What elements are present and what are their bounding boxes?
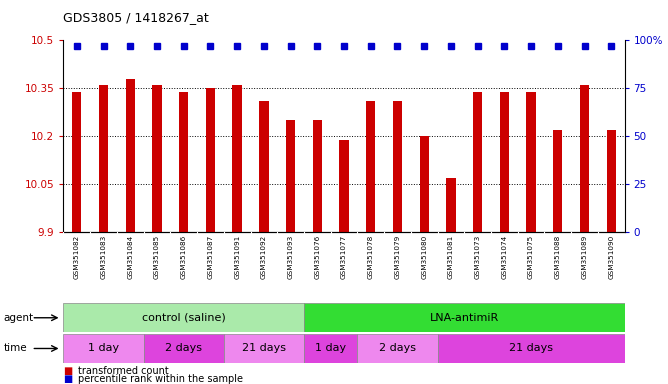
Text: GSM351086: GSM351086 <box>181 235 186 279</box>
Bar <box>286 120 295 232</box>
Bar <box>224 334 304 363</box>
Text: GSM351090: GSM351090 <box>609 235 614 279</box>
Text: GSM351083: GSM351083 <box>101 235 106 279</box>
Bar <box>63 334 144 363</box>
Bar <box>313 120 322 232</box>
Bar <box>438 334 625 363</box>
Bar <box>580 85 589 232</box>
Text: 21 days: 21 days <box>509 343 553 354</box>
Text: GSM351076: GSM351076 <box>315 235 320 279</box>
Text: ■: ■ <box>63 366 73 376</box>
Text: GSM351088: GSM351088 <box>555 235 560 279</box>
Text: GSM351085: GSM351085 <box>154 235 160 279</box>
Bar <box>206 88 215 232</box>
Bar <box>259 101 269 232</box>
Bar <box>420 136 429 232</box>
Text: GSM351093: GSM351093 <box>288 235 293 279</box>
Bar <box>144 334 224 363</box>
Text: control (saline): control (saline) <box>142 313 226 323</box>
Text: GSM351081: GSM351081 <box>448 235 454 279</box>
Text: GSM351079: GSM351079 <box>395 235 400 279</box>
Text: GSM351073: GSM351073 <box>475 235 480 279</box>
Bar <box>357 334 438 363</box>
Bar <box>99 85 108 232</box>
Bar <box>126 79 135 232</box>
Bar <box>304 334 357 363</box>
Text: GSM351089: GSM351089 <box>582 235 587 279</box>
Text: 2 days: 2 days <box>379 343 416 354</box>
Text: GSM351080: GSM351080 <box>422 235 427 279</box>
Text: 1 day: 1 day <box>315 343 346 354</box>
Bar <box>232 85 242 232</box>
Text: LNA-antimiR: LNA-antimiR <box>430 313 499 323</box>
Text: GSM351087: GSM351087 <box>208 235 213 279</box>
Text: percentile rank within the sample: percentile rank within the sample <box>78 374 243 384</box>
Text: GSM351091: GSM351091 <box>234 235 240 279</box>
Text: GDS3805 / 1418267_at: GDS3805 / 1418267_at <box>63 12 209 25</box>
Text: GSM351082: GSM351082 <box>74 235 79 279</box>
Bar <box>179 91 188 232</box>
Bar <box>72 91 81 232</box>
Bar <box>607 130 616 232</box>
Text: 1 day: 1 day <box>88 343 119 354</box>
Text: GSM351077: GSM351077 <box>341 235 347 279</box>
Text: 21 days: 21 days <box>242 343 286 354</box>
Text: ■: ■ <box>63 374 73 384</box>
Bar <box>446 178 456 232</box>
Text: GSM351078: GSM351078 <box>368 235 373 279</box>
Bar <box>152 85 162 232</box>
Text: agent: agent <box>3 313 33 323</box>
Bar <box>526 91 536 232</box>
Bar <box>366 101 375 232</box>
Text: transformed count: transformed count <box>78 366 169 376</box>
Text: GSM351074: GSM351074 <box>502 235 507 279</box>
Text: GSM351092: GSM351092 <box>261 235 267 279</box>
Text: GSM351084: GSM351084 <box>128 235 133 279</box>
Bar <box>473 91 482 232</box>
Bar <box>500 91 509 232</box>
Text: 2 days: 2 days <box>165 343 202 354</box>
Bar <box>393 101 402 232</box>
Bar <box>339 139 349 232</box>
Bar <box>553 130 562 232</box>
Text: time: time <box>3 343 27 354</box>
Bar <box>63 303 304 332</box>
Bar <box>304 303 625 332</box>
Text: GSM351075: GSM351075 <box>528 235 534 279</box>
